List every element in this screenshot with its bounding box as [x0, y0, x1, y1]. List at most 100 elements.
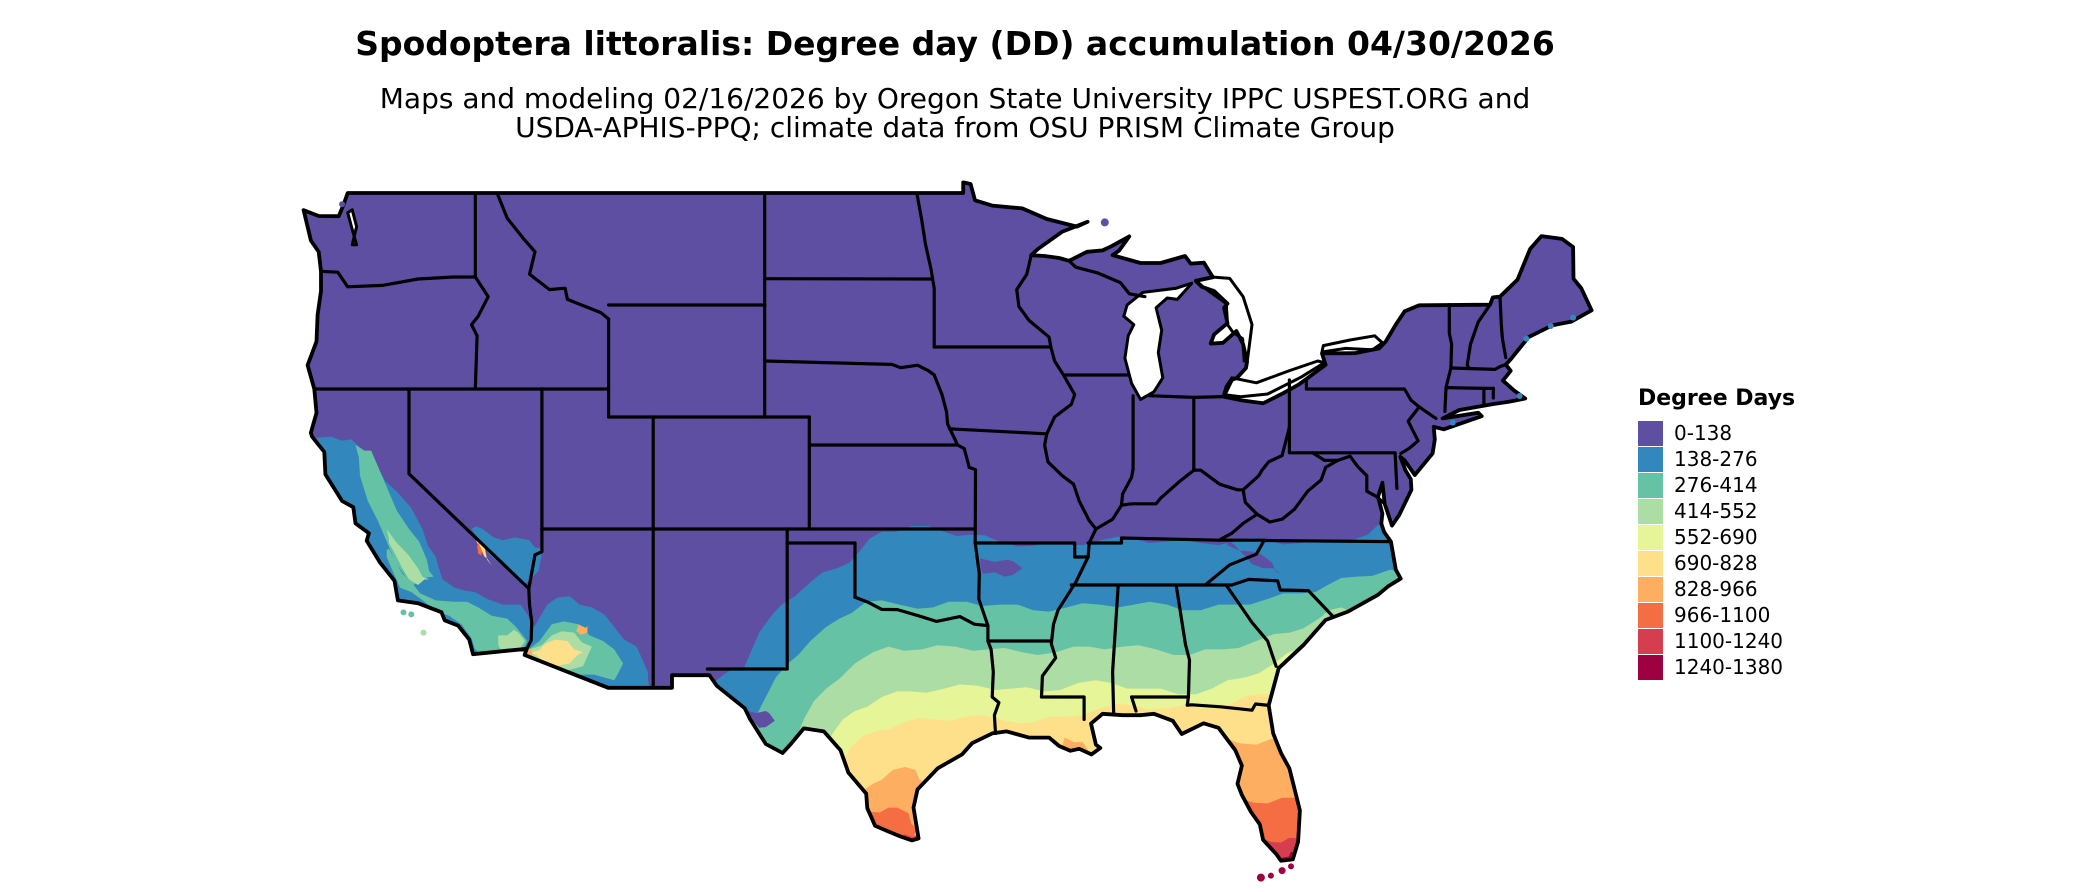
state-border — [1311, 451, 1387, 506]
state-border — [1147, 394, 1226, 399]
state-border — [1119, 394, 1135, 507]
legend-row: 828-966 — [1638, 577, 1795, 602]
dd-band — [477, 542, 484, 556]
legend-row: 1100-1240 — [1638, 629, 1795, 654]
map-speck — [1256, 873, 1265, 882]
legend-row: 966-1100 — [1638, 603, 1795, 628]
legend-swatch — [1638, 421, 1663, 446]
state-border — [1130, 695, 1138, 713]
map-speck — [1516, 393, 1523, 399]
state-border — [1067, 259, 1147, 299]
state-border — [1086, 536, 1266, 545]
map-speck — [420, 629, 427, 636]
legend-swatch — [1638, 629, 1663, 654]
dd-band — [386, 548, 528, 655]
state-border — [407, 387, 534, 651]
map-speck — [408, 611, 415, 618]
legend-bin-label: 276-414 — [1674, 473, 1758, 497]
legend-bin-label: 690-828 — [1674, 551, 1758, 575]
legend-bin-label: 0-138 — [1674, 421, 1733, 445]
figure-title: Spodoptera littoralis: Degree day (DD) a… — [355, 24, 1555, 63]
legend-swatch — [1638, 655, 1663, 680]
legend-swatch — [1638, 577, 1663, 602]
state-border — [1039, 695, 1086, 721]
state-border — [1203, 538, 1266, 587]
legend-bin-label: 1240-1380 — [1674, 655, 1784, 679]
dd-band — [386, 529, 430, 585]
dd-band — [576, 624, 590, 635]
map-speck — [1278, 867, 1286, 875]
dd-band — [707, 557, 745, 667]
state-border — [853, 595, 990, 628]
state-border — [1224, 583, 1278, 668]
state-border — [1262, 538, 1393, 544]
state-border — [1217, 458, 1340, 542]
legend-swatch — [1638, 499, 1663, 524]
state-border — [1444, 386, 1495, 390]
legend-swatch — [1638, 473, 1663, 498]
state-border — [1230, 577, 1335, 619]
state-border — [763, 359, 936, 377]
state-border — [1449, 363, 1508, 371]
dd-band — [743, 709, 775, 728]
dd-band — [529, 639, 583, 667]
state-border — [973, 541, 1090, 559]
state-border — [1174, 583, 1192, 707]
state-border — [1185, 702, 1271, 712]
legend: Degree Days 0-138 138-276 276-414 414-552 55… — [1638, 386, 1795, 681]
legend-bin-label: 966-1100 — [1674, 603, 1771, 627]
dd-band — [355, 445, 434, 585]
map-specks — [339, 201, 1577, 882]
state-border — [1111, 583, 1120, 717]
great-lakes — [346, 208, 1384, 401]
legend-swatch — [1638, 603, 1663, 628]
state-border — [915, 191, 936, 349]
state-border — [1015, 253, 1098, 559]
state-border — [469, 191, 490, 391]
legend-bin-label: 1100-1240 — [1674, 629, 1784, 653]
legend-rows: 0-138 138-276 276-414 414-552 552-690 690-828… — [1638, 421, 1795, 680]
state-border — [1498, 295, 1508, 360]
state-border — [1094, 503, 1124, 531]
state-border — [495, 191, 611, 321]
dd-band — [979, 558, 1023, 577]
legend-row: 1240-1380 — [1638, 655, 1795, 680]
state-border — [1465, 303, 1492, 371]
map-speck — [1267, 872, 1274, 879]
legend-row: 0-138 — [1638, 421, 1795, 446]
state-border — [1192, 425, 1291, 492]
lake — [1320, 334, 1384, 354]
legend-row: 414-552 — [1638, 499, 1795, 524]
dd-band — [498, 629, 525, 653]
state-border — [1417, 405, 1438, 420]
legend-title: Degree Days — [1638, 386, 1796, 411]
us-outline — [301, 180, 1594, 863]
map-speck — [400, 609, 407, 616]
legend-row: 138-276 — [1638, 447, 1795, 472]
legend-swatch — [1638, 551, 1663, 576]
legend-row: 276-414 — [1638, 473, 1795, 498]
map-speck — [1100, 218, 1109, 227]
figure-subtitle-line2: USDA-APHIS-PPQ; climate data from OSU PR… — [515, 111, 1395, 144]
lake — [346, 208, 359, 247]
legend-swatch — [1638, 525, 1663, 550]
state-border — [1287, 425, 1397, 455]
state-borders — [312, 191, 1508, 735]
legend-swatch — [1638, 447, 1663, 472]
legend-row: 552-690 — [1638, 525, 1795, 550]
map-speck — [1288, 863, 1294, 870]
state-border — [973, 541, 1001, 735]
state-border — [1304, 379, 1421, 455]
map-speck — [1449, 419, 1456, 426]
figure-subtitle-line1: Maps and modeling 02/16/2026 by Oregon S… — [379, 82, 1531, 115]
map-speck — [339, 201, 346, 208]
state-border — [947, 427, 1048, 436]
legend-bin-label: 828-966 — [1674, 577, 1758, 601]
state-border — [527, 527, 544, 591]
map-speck — [1523, 335, 1530, 342]
map-speck — [1547, 323, 1554, 329]
state-border — [705, 527, 789, 671]
state-border — [1443, 303, 1454, 413]
